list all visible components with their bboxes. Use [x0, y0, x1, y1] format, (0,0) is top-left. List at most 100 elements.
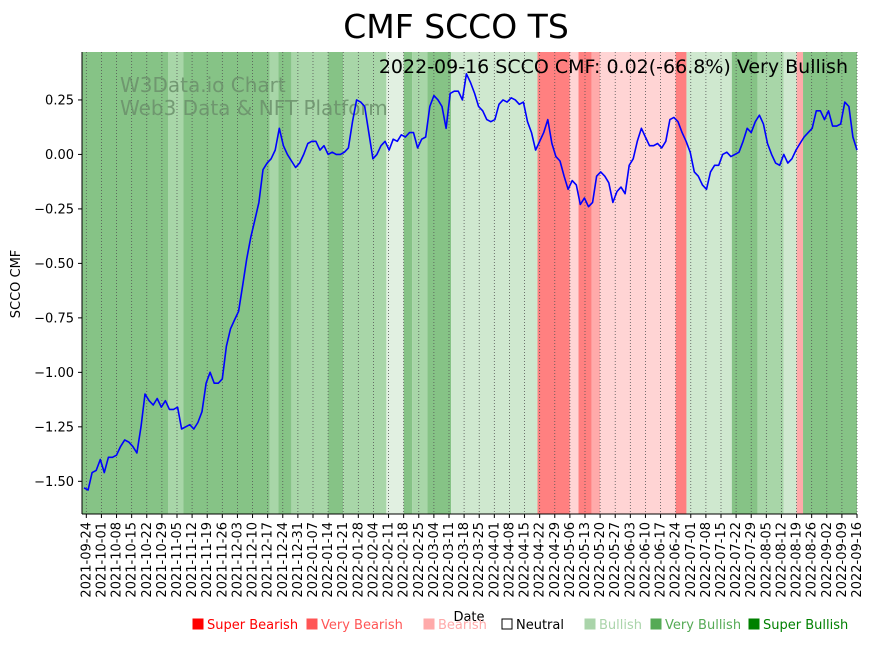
x-tick-label: 2022-02-25 [412, 522, 427, 598]
band-16 [591, 52, 601, 514]
band-18 [675, 52, 687, 514]
band-23 [796, 52, 804, 514]
x-tick-label: 2021-10-22 [140, 522, 155, 598]
y-tick-label: −1.00 [34, 366, 74, 381]
band-22 [783, 52, 797, 514]
x-axis-ticks: 2021-09-24 2021-10-01 2021-10-08 2021-10-15… [79, 514, 865, 598]
x-tick-label: 2021-12-10 [246, 522, 261, 598]
x-tick-label: 2022-03-18 [457, 522, 472, 598]
y-axis-label: SCCO CMF [9, 250, 24, 319]
legend-swatch-6 [748, 618, 760, 630]
y-tick-label: −0.50 [34, 257, 74, 272]
x-tick-label: 2022-07-08 [699, 522, 714, 598]
legend-label-5: Very Bullish [665, 618, 741, 633]
x-tick-label: 2021-12-31 [291, 522, 306, 598]
x-tick-label: 2022-08-19 [790, 522, 805, 598]
legend: Super Bearish Very Bearish Bearish Neutral B… [192, 618, 848, 633]
x-tick-label: 2022-07-15 [714, 522, 729, 598]
legend-label-1: Very Bearish [321, 618, 403, 633]
band-6 [328, 52, 344, 514]
y-axis-ticks: 0.25 0.00 −0.25 −0.50 −0.75 −1.00 −1.25 −1.50 [34, 93, 82, 490]
x-tick-label: 2022-08-05 [759, 522, 774, 598]
band-2 [183, 52, 270, 514]
x-tick-label: 2022-03-25 [472, 522, 487, 598]
x-tick-label: 2022-04-15 [518, 522, 533, 598]
x-tick-label: 2021-12-03 [230, 522, 245, 598]
signal-bands [82, 52, 857, 514]
band-10 [412, 52, 428, 514]
latest-value-annotation: 2022-09-16 SCCO CMF: 0.02(-66.8%) Very B… [379, 56, 848, 78]
y-tick-label: −1.50 [34, 475, 74, 490]
band-4 [278, 52, 292, 514]
x-tick-label: 2022-01-28 [351, 522, 366, 598]
x-tick-label: 2022-07-29 [744, 522, 759, 598]
x-tick-label: 2022-04-01 [487, 522, 502, 598]
x-tick-label: 2022-01-21 [336, 522, 351, 598]
x-tick-label: 2021-11-26 [215, 522, 230, 598]
band-5 [291, 52, 329, 514]
legend-label-0: Super Bearish [207, 618, 298, 633]
x-tick-label: 2022-09-02 [820, 522, 835, 598]
x-tick-label: 2021-10-29 [155, 522, 170, 598]
x-tick-label: 2021-11-05 [170, 522, 185, 598]
band-14 [569, 52, 579, 514]
x-tick-label: 2021-10-08 [110, 522, 125, 598]
x-tick-label: 2021-10-01 [94, 522, 109, 598]
watermark-line-0: W3Data.io Chart [120, 73, 286, 97]
chart-title: CMF SCCO TS [343, 7, 569, 46]
band-20 [731, 52, 758, 514]
x-tick-label: 2022-05-13 [578, 522, 593, 598]
legend-swatch-0 [192, 618, 204, 630]
x-tick-label: 2022-01-14 [321, 522, 336, 598]
x-tick-label: 2022-04-29 [548, 522, 563, 598]
x-tick-label: 2022-03-04 [427, 522, 442, 598]
band-3 [269, 52, 279, 514]
band-0 [82, 52, 169, 514]
axes [81, 52, 857, 515]
x-axis-label: Date [453, 610, 484, 625]
x-tick-label: 2021-12-24 [276, 522, 291, 598]
legend-label-4: Bullish [599, 618, 642, 633]
x-tick-label: 2022-04-08 [502, 522, 517, 598]
band-9 [403, 52, 413, 514]
x-tick-label: 2022-05-06 [563, 522, 578, 598]
watermark-line-1: Web3 Data & NFT Platform [120, 96, 388, 120]
x-tick-label: 2022-02-11 [382, 522, 397, 598]
x-tick-label: 2022-06-24 [669, 522, 684, 598]
band-19 [686, 52, 732, 514]
x-tick-label: 2021-12-17 [261, 522, 276, 598]
band-24 [803, 52, 857, 514]
x-tick-label: 2022-07-01 [684, 522, 699, 598]
x-tick-label: 2022-09-09 [835, 522, 850, 598]
y-tick-label: 0.25 [45, 93, 74, 108]
legend-label-3: Neutral [516, 618, 564, 633]
band-8 [386, 52, 404, 514]
band-11 [427, 52, 452, 514]
x-tick-label: 2021-09-24 [79, 522, 94, 598]
x-tick-label: 2022-09-16 [850, 522, 865, 598]
legend-swatch-4 [584, 618, 596, 630]
y-tick-label: −0.25 [34, 202, 74, 217]
legend-swatch-2 [423, 618, 435, 630]
x-tick-label: 2022-01-07 [306, 522, 321, 598]
x-tick-label: 2021-11-12 [185, 522, 200, 598]
y-tick-label: −1.25 [34, 420, 74, 435]
x-tick-label: 2021-11-19 [200, 522, 215, 598]
x-tick-label: 2021-10-15 [125, 522, 140, 598]
band-7 [343, 52, 387, 514]
legend-swatch-3 [501, 618, 513, 630]
x-gridlines [85, 52, 858, 514]
x-tick-label: 2022-05-20 [593, 522, 608, 598]
band-21 [757, 52, 784, 514]
x-tick-label: 2022-08-26 [805, 522, 820, 598]
x-tick-label: 2022-08-12 [774, 522, 789, 598]
y-tick-label: −0.75 [34, 311, 74, 326]
x-tick-label: 2022-06-03 [623, 522, 638, 598]
x-tick-label: 2022-05-27 [608, 522, 623, 598]
cmf-series-line [83, 73, 858, 491]
x-tick-label: 2022-02-04 [366, 522, 381, 598]
x-tick-label: 2022-03-11 [442, 522, 457, 598]
y-tick-label: 0.00 [45, 148, 74, 163]
